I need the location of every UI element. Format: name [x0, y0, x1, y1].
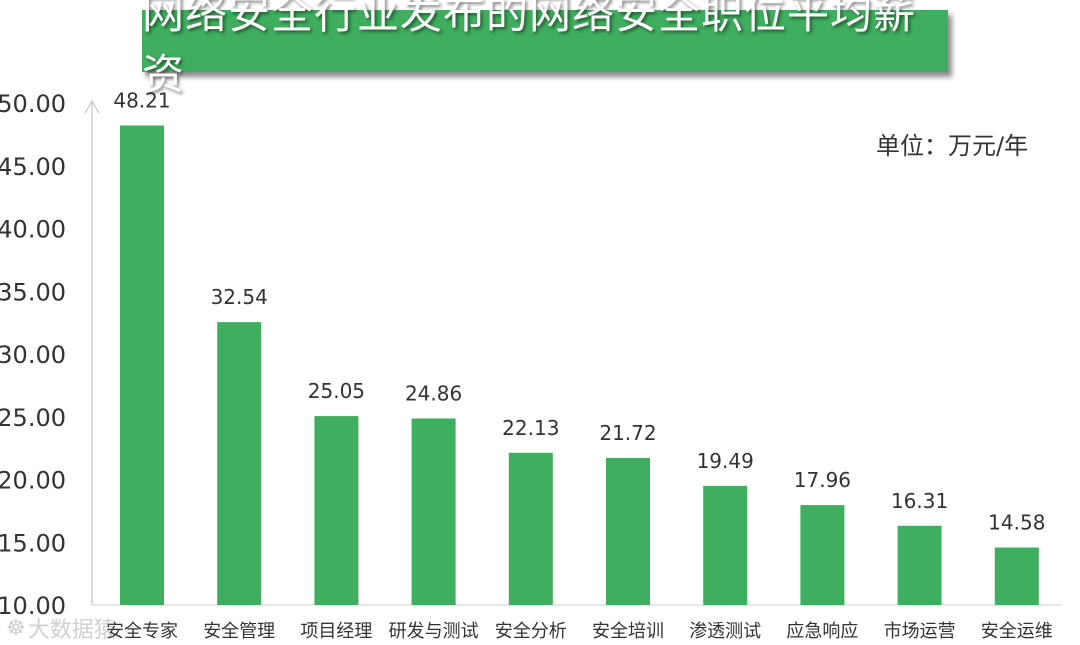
watermark: ☸ 大数据猿 [6, 612, 116, 644]
x-tick-label: 市场运营 [884, 621, 956, 642]
bar [994, 547, 1039, 605]
x-tick-label: 应急响应 [786, 621, 858, 642]
bar-value-label: 48.21 [113, 88, 170, 112]
watermark-text: 大数据猿 [27, 618, 116, 643]
bar-value-label: 16.31 [891, 489, 948, 513]
y-axis-arrow [84, 99, 100, 114]
bar-value-label: 22.13 [502, 416, 559, 440]
y-tick-label: 40.00 [0, 216, 66, 244]
bar [606, 457, 650, 605]
x-tick-label: 安全专家 [106, 621, 178, 642]
y-tick-label: 35.00 [0, 278, 66, 306]
x-tick-label: 安全运维 [981, 621, 1053, 642]
bar [217, 322, 262, 605]
y-axis: 10.00 15.00 20.00 25.00 30.00 35.00 40.00 45.00… [0, 90, 1062, 620]
bar-value-label: 24.86 [405, 382, 462, 406]
unit-label: 单位：万元/年 [876, 132, 1029, 160]
value-labels: 48.21 32.54 25.05 24.86 22.13 21.72 19.49 17.96… [113, 88, 1045, 534]
x-axis-labels: 安全专家 安全管理 项目经理 研发与测试 安全分析 安全培训 渗透测试 应急响应 市场运营 安全运… [106, 621, 1053, 642]
x-tick-label: 渗透测试 [689, 621, 761, 642]
bar [800, 505, 845, 605]
y-tick-label: 50.00 [0, 90, 66, 118]
watermark-logo-icon: ☸ [6, 615, 26, 641]
bar [508, 452, 553, 605]
bar-value-label: 21.72 [599, 421, 656, 445]
y-tick-label: 15.00 [0, 529, 66, 557]
x-tick-label: 项目经理 [300, 621, 372, 642]
bar-value-label: 25.05 [308, 379, 365, 403]
bar [120, 125, 164, 605]
bar-value-label: 32.54 [211, 285, 268, 309]
bar-value-label: 14.58 [988, 511, 1045, 535]
x-tick-label: 研发与测试 [389, 621, 479, 642]
y-tick-label: 45.00 [0, 153, 66, 181]
bar [411, 418, 456, 605]
bar [703, 485, 748, 605]
y-tick-label: 10.00 [0, 592, 66, 620]
y-tick-label: 30.00 [0, 341, 66, 369]
y-tick-label: 25.00 [0, 404, 66, 432]
x-tick-label: 安全管理 [203, 621, 275, 642]
bar [314, 416, 359, 605]
bars [120, 125, 1039, 605]
bar [897, 525, 942, 605]
y-tick-label: 20.00 [0, 467, 66, 495]
x-tick-label: 安全培训 [592, 621, 664, 642]
bar-value-label: 19.49 [697, 449, 754, 473]
x-tick-label: 安全分析 [495, 621, 567, 642]
bar-value-label: 17.96 [794, 468, 851, 492]
